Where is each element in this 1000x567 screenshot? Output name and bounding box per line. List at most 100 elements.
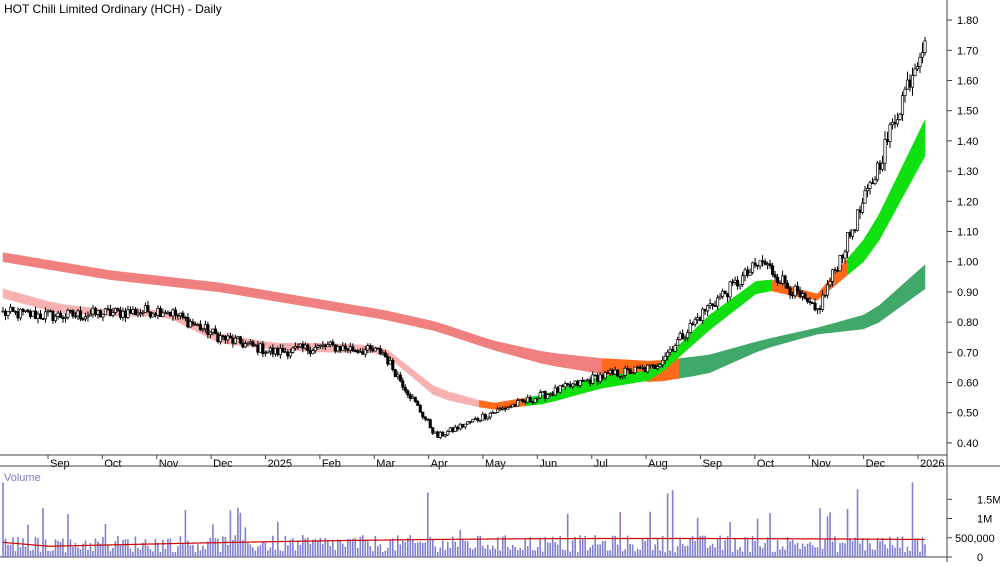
candle-body bbox=[481, 414, 485, 421]
volume-bar bbox=[721, 549, 724, 557]
candle-body bbox=[593, 374, 597, 377]
candle-body bbox=[68, 309, 73, 312]
candle-body bbox=[863, 190, 867, 204]
volume-bar bbox=[446, 541, 449, 557]
candle-body bbox=[588, 379, 592, 384]
candle-body bbox=[678, 333, 682, 340]
candle-body bbox=[86, 315, 90, 318]
volume-bar bbox=[459, 529, 462, 557]
long-band-segment bbox=[909, 264, 926, 301]
candle-body bbox=[93, 307, 97, 315]
candle-body bbox=[643, 366, 647, 373]
volume-bar bbox=[499, 550, 502, 557]
volume-bar bbox=[811, 545, 814, 557]
candle-body bbox=[436, 431, 440, 438]
volume-bar bbox=[89, 543, 92, 557]
volume-bar bbox=[646, 537, 649, 557]
candle-body bbox=[111, 312, 115, 316]
candle-body bbox=[431, 427, 435, 434]
volume-bar bbox=[14, 551, 17, 557]
candle-body bbox=[688, 323, 692, 334]
candle-body bbox=[251, 341, 255, 346]
candle-body bbox=[821, 294, 825, 310]
candle-body bbox=[256, 344, 260, 353]
volume-bar bbox=[117, 536, 119, 557]
candle-body bbox=[383, 352, 387, 358]
candle-body bbox=[613, 369, 617, 375]
long-band-segment bbox=[386, 310, 403, 324]
candle-body bbox=[1, 310, 5, 313]
candle-body bbox=[811, 302, 815, 304]
volume-bar bbox=[736, 549, 739, 557]
volume-bar bbox=[194, 552, 197, 557]
volume-bar bbox=[354, 538, 357, 557]
short-band-segment bbox=[878, 182, 895, 241]
volume-tick-label: 0 bbox=[977, 552, 983, 562]
volume-bar bbox=[879, 541, 881, 557]
candle-body bbox=[216, 333, 220, 343]
candle-body bbox=[146, 305, 150, 313]
candle-body bbox=[576, 380, 580, 386]
candle-body bbox=[823, 294, 827, 297]
candle-body bbox=[748, 271, 752, 276]
volume-bar bbox=[102, 537, 104, 557]
volume-bar bbox=[209, 537, 212, 557]
volume-bar bbox=[516, 550, 519, 557]
volume-bar bbox=[289, 539, 292, 557]
candle-body bbox=[586, 379, 590, 382]
volume-bar bbox=[409, 535, 412, 557]
long-band-segment bbox=[79, 265, 96, 278]
candle-body bbox=[261, 343, 265, 354]
volume-bar bbox=[32, 549, 34, 557]
volume-bar bbox=[451, 536, 454, 557]
time-tick-label: Oct bbox=[104, 458, 121, 470]
candle-body bbox=[341, 345, 345, 352]
candle-body bbox=[541, 391, 545, 394]
volume-bar bbox=[262, 541, 264, 557]
candle-body bbox=[43, 311, 48, 320]
volume-bar bbox=[294, 550, 297, 557]
candle-body bbox=[873, 179, 877, 184]
volume-bar bbox=[666, 493, 669, 557]
volume-bar bbox=[839, 543, 841, 557]
long-band-segment bbox=[310, 297, 326, 310]
candle-body bbox=[673, 345, 677, 352]
candle-body bbox=[793, 285, 797, 297]
candle-body bbox=[611, 370, 615, 375]
volume-bar bbox=[481, 545, 484, 557]
volume-bar bbox=[831, 541, 834, 557]
time-tick-label: Nov bbox=[159, 458, 179, 470]
volume-bar bbox=[524, 539, 527, 557]
candle-body bbox=[518, 399, 522, 401]
long-band-segment bbox=[248, 287, 265, 300]
volume-bar bbox=[704, 535, 706, 557]
volume-bar bbox=[237, 507, 239, 557]
volume-bar bbox=[504, 535, 507, 557]
candle-body bbox=[905, 79, 910, 90]
candle-body bbox=[641, 366, 645, 369]
candle-body bbox=[133, 308, 137, 316]
candle-body bbox=[326, 344, 330, 348]
candle-body bbox=[463, 423, 467, 428]
long-band-segment bbox=[433, 320, 449, 336]
volume-bar bbox=[149, 549, 152, 557]
long-band-segment bbox=[740, 341, 757, 360]
volume-bar bbox=[759, 546, 761, 557]
volume-bar bbox=[636, 548, 639, 557]
volume-bar bbox=[82, 543, 84, 557]
volume-bar bbox=[404, 541, 407, 557]
candle-body bbox=[880, 162, 885, 170]
volume-bar bbox=[749, 552, 751, 557]
candle-body bbox=[228, 335, 232, 339]
candle-body bbox=[860, 202, 865, 213]
candle-body bbox=[273, 348, 277, 355]
volume-bar bbox=[511, 544, 514, 557]
price-tick-label: 1.20 bbox=[957, 196, 978, 208]
candle-body bbox=[36, 313, 40, 320]
volume-bar bbox=[254, 550, 257, 557]
volume-bar bbox=[129, 548, 132, 557]
candle-body bbox=[865, 188, 870, 192]
volume-bar bbox=[34, 536, 37, 557]
candle-body bbox=[358, 351, 362, 353]
candle-body bbox=[556, 387, 560, 393]
